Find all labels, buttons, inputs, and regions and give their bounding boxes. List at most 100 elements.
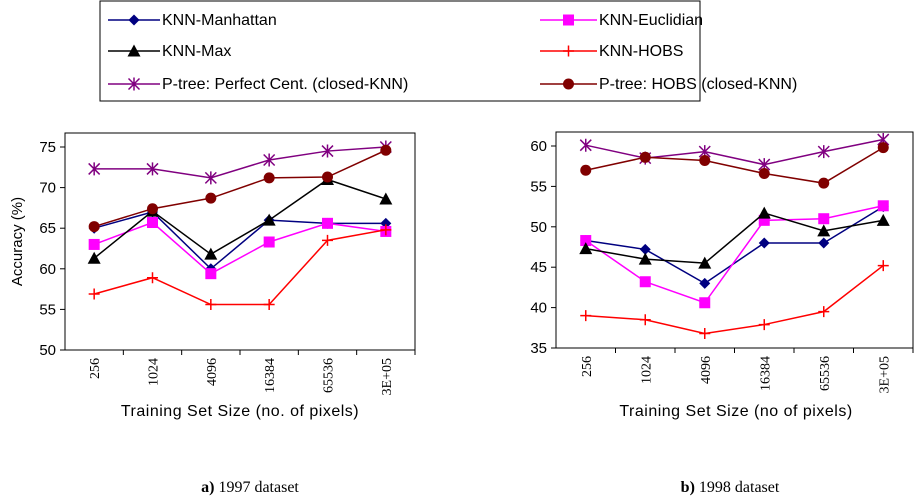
- point-marker: [322, 171, 333, 183]
- point-marker: [146, 162, 159, 176]
- series-line: [585, 205, 884, 304]
- marker-shape: [580, 235, 592, 247]
- marker-shape: [877, 142, 889, 154]
- marker-shape: [205, 268, 217, 280]
- marker-shape: [698, 256, 712, 269]
- legend-label: P-tree: HOBS (closed-KNN): [599, 76, 797, 93]
- point-marker: [639, 276, 651, 288]
- marker-shape: [699, 155, 711, 167]
- legend-marker: [563, 45, 574, 57]
- point-marker: [205, 299, 217, 311]
- x-axis-label: Training Set Size (no. of pixels): [121, 403, 359, 420]
- y-tick-label: 75: [39, 139, 56, 156]
- series-line: [93, 211, 386, 270]
- y-tick-label: 40: [530, 300, 547, 317]
- x-tick-label: 4096: [205, 358, 220, 386]
- marker-shape: [127, 77, 141, 91]
- caption-label: b): [681, 479, 695, 496]
- plot-frame: [64, 132, 416, 351]
- point-marker: [263, 299, 275, 311]
- point-marker: [88, 162, 101, 176]
- point-marker: [877, 200, 889, 212]
- point-marker: [88, 288, 100, 300]
- marker-shape: [758, 214, 770, 226]
- marker-shape: [699, 277, 711, 289]
- point-marker: [87, 251, 101, 264]
- marker-shape: [877, 200, 889, 212]
- marker-shape: [88, 221, 100, 233]
- point-marker: [322, 217, 333, 229]
- point-marker: [699, 297, 711, 309]
- marker-shape: [127, 44, 141, 57]
- marker-shape: [758, 237, 770, 249]
- y-tick-label: 50: [530, 219, 547, 236]
- x-tick-label: 1024: [147, 358, 162, 386]
- point-marker: [818, 237, 830, 249]
- marker-shape: [818, 213, 830, 225]
- marker-shape: [638, 252, 652, 265]
- point-marker: [322, 234, 333, 246]
- x-tick-label: 4096: [699, 356, 714, 384]
- y-tick-label: 70: [39, 180, 56, 197]
- point-marker: [205, 268, 217, 280]
- legend-label: KNN-HOBS: [599, 43, 683, 60]
- point-marker: [877, 142, 889, 154]
- marker-shape: [146, 162, 159, 176]
- legend-marker: [127, 44, 141, 57]
- point-marker: [758, 214, 770, 226]
- point-marker: [380, 224, 392, 236]
- marker-shape: [876, 213, 890, 226]
- marker-shape: [205, 299, 217, 311]
- series-line: [93, 229, 386, 306]
- point-marker: [877, 260, 889, 272]
- series-line: [585, 212, 884, 264]
- point-marker: [262, 213, 276, 226]
- marker-shape: [817, 224, 831, 237]
- marker-shape: [322, 171, 333, 183]
- marker-shape: [147, 272, 158, 284]
- marker-shape: [88, 288, 100, 300]
- marker-shape: [262, 213, 276, 226]
- marker-shape: [580, 164, 592, 176]
- x-tick-label: 256: [580, 356, 595, 377]
- point-marker: [698, 256, 712, 269]
- point-marker: [699, 277, 711, 289]
- y-tick-label: 50: [39, 342, 56, 359]
- point-marker: [321, 144, 334, 158]
- point-marker: [88, 221, 100, 233]
- marker-shape: [639, 314, 651, 326]
- point-marker: [579, 138, 592, 152]
- point-marker: [817, 224, 831, 237]
- marker-shape: [818, 306, 830, 318]
- marker-shape: [758, 319, 770, 331]
- point-marker: [699, 155, 711, 167]
- x-axis-label: Training Set Size (no of pixels): [619, 403, 852, 420]
- x-tick-label: 1024: [639, 356, 654, 384]
- marker-shape: [639, 151, 651, 163]
- series-line: [94, 146, 386, 179]
- marker-shape: [88, 238, 100, 250]
- marker-shape: [757, 206, 771, 219]
- point-marker: [205, 192, 217, 204]
- x-tick-label: 65536: [818, 356, 833, 391]
- y-tick-label: 35: [530, 340, 547, 357]
- legend-marker: [128, 14, 140, 26]
- marker-shape: [699, 327, 711, 339]
- point-marker: [876, 213, 890, 226]
- legend-marker: [563, 14, 574, 26]
- marker-shape: [322, 217, 333, 229]
- marker-shape: [818, 177, 830, 189]
- caption: b) 1998 dataset: [681, 479, 780, 496]
- legend-box: [99, 0, 701, 102]
- marker-shape: [87, 251, 101, 264]
- point-marker: [379, 192, 393, 205]
- marker-shape: [563, 78, 574, 90]
- marker-shape: [758, 167, 770, 179]
- marker-shape: [877, 260, 889, 272]
- point-marker: [638, 252, 652, 265]
- point-marker: [818, 177, 830, 189]
- marker-shape: [322, 234, 333, 246]
- y-tick-label: 60: [39, 261, 56, 278]
- y-tick-label: 55: [530, 178, 547, 195]
